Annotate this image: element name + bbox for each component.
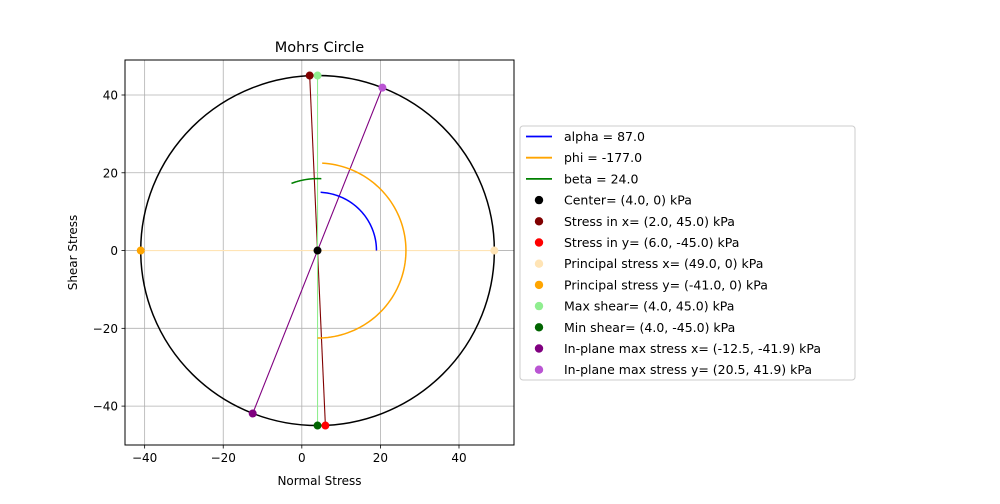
- axis-ticks: −40 −20 0 20 40 −40 −20 0 20 40: [93, 89, 467, 466]
- data-point: [313, 246, 322, 255]
- plot-frame: [124, 59, 515, 446]
- data-point: [378, 83, 387, 92]
- y-tick-label: −40: [93, 400, 118, 414]
- beta-arc: [291, 177, 322, 185]
- y-tick-label: −20: [93, 322, 118, 336]
- y-tick-label: 0: [110, 244, 118, 258]
- data-point: [136, 246, 145, 255]
- data-point: [313, 421, 322, 430]
- legend-entry-label: Stress in x= (2.0, 45.0) kPa: [564, 214, 735, 229]
- legend-entry-label: beta = 24.0: [564, 171, 638, 186]
- legend-point-swatch: [534, 217, 544, 226]
- data-point: [305, 71, 314, 80]
- legend-point-swatch: [534, 195, 544, 205]
- data-point: [490, 246, 499, 255]
- y-axis-label: Shear Stress: [66, 215, 80, 291]
- x-tick-label: −40: [132, 451, 157, 465]
- legend-entry-label: Stress in y= (6.0, -45.0) kPa: [564, 235, 739, 250]
- plot-area: [136, 71, 499, 430]
- legend-point-swatch: [534, 280, 544, 290]
- data-point: [248, 409, 257, 418]
- legend-point-swatch: [534, 301, 544, 311]
- legend-entry-label: In-plane max stress y= (20.5, 41.9) kPa: [564, 362, 812, 377]
- data-point: [321, 421, 330, 430]
- legend-point-swatch: [534, 365, 544, 374]
- y-tick-label: 20: [103, 166, 118, 180]
- chart-title: Mohrs Circle: [275, 40, 364, 56]
- legend-box: [519, 125, 856, 381]
- legend-entry-label: Center= (4.0, 0) kPa: [564, 193, 692, 208]
- legend-point-swatch: [534, 344, 544, 353]
- x-axis-label: Normal Stress: [277, 474, 361, 488]
- grid: [125, 60, 514, 445]
- legend-point-swatch: [534, 259, 544, 268]
- x-tick-label: 40: [451, 451, 466, 465]
- legend-entry-label: phi = -177.0: [564, 150, 642, 165]
- legend-entry-label: Max shear= (4.0, 45.0) kPa: [564, 299, 734, 314]
- legend-entry-label: In-plane max stress x= (-12.5, -41.9) kP…: [564, 341, 821, 356]
- legend-entry-label: Principal stress y= (-41.0, 0) kPa: [564, 277, 768, 292]
- legend-point-swatch: [534, 238, 544, 247]
- x-tick-label: −20: [211, 451, 236, 465]
- phi-arc: [317, 162, 407, 339]
- legend-entry-label: Min shear= (4.0, -45.0) kPa: [564, 320, 735, 335]
- legend-entry-label: alpha = 87.0: [564, 129, 645, 144]
- legend: alpha = 87.0 phi = -177.0 beta = 24.0 Cente…: [519, 125, 856, 381]
- x-tick-label: 20: [373, 451, 388, 465]
- x-tick-label: 0: [298, 451, 306, 465]
- legend-entry-label: Principal stress x= (49.0, 0) kPa: [564, 256, 763, 271]
- legend-point-swatch: [534, 323, 544, 332]
- alpha-arc: [320, 191, 378, 251]
- data-point: [313, 71, 322, 80]
- y-tick-label: 40: [103, 89, 118, 103]
